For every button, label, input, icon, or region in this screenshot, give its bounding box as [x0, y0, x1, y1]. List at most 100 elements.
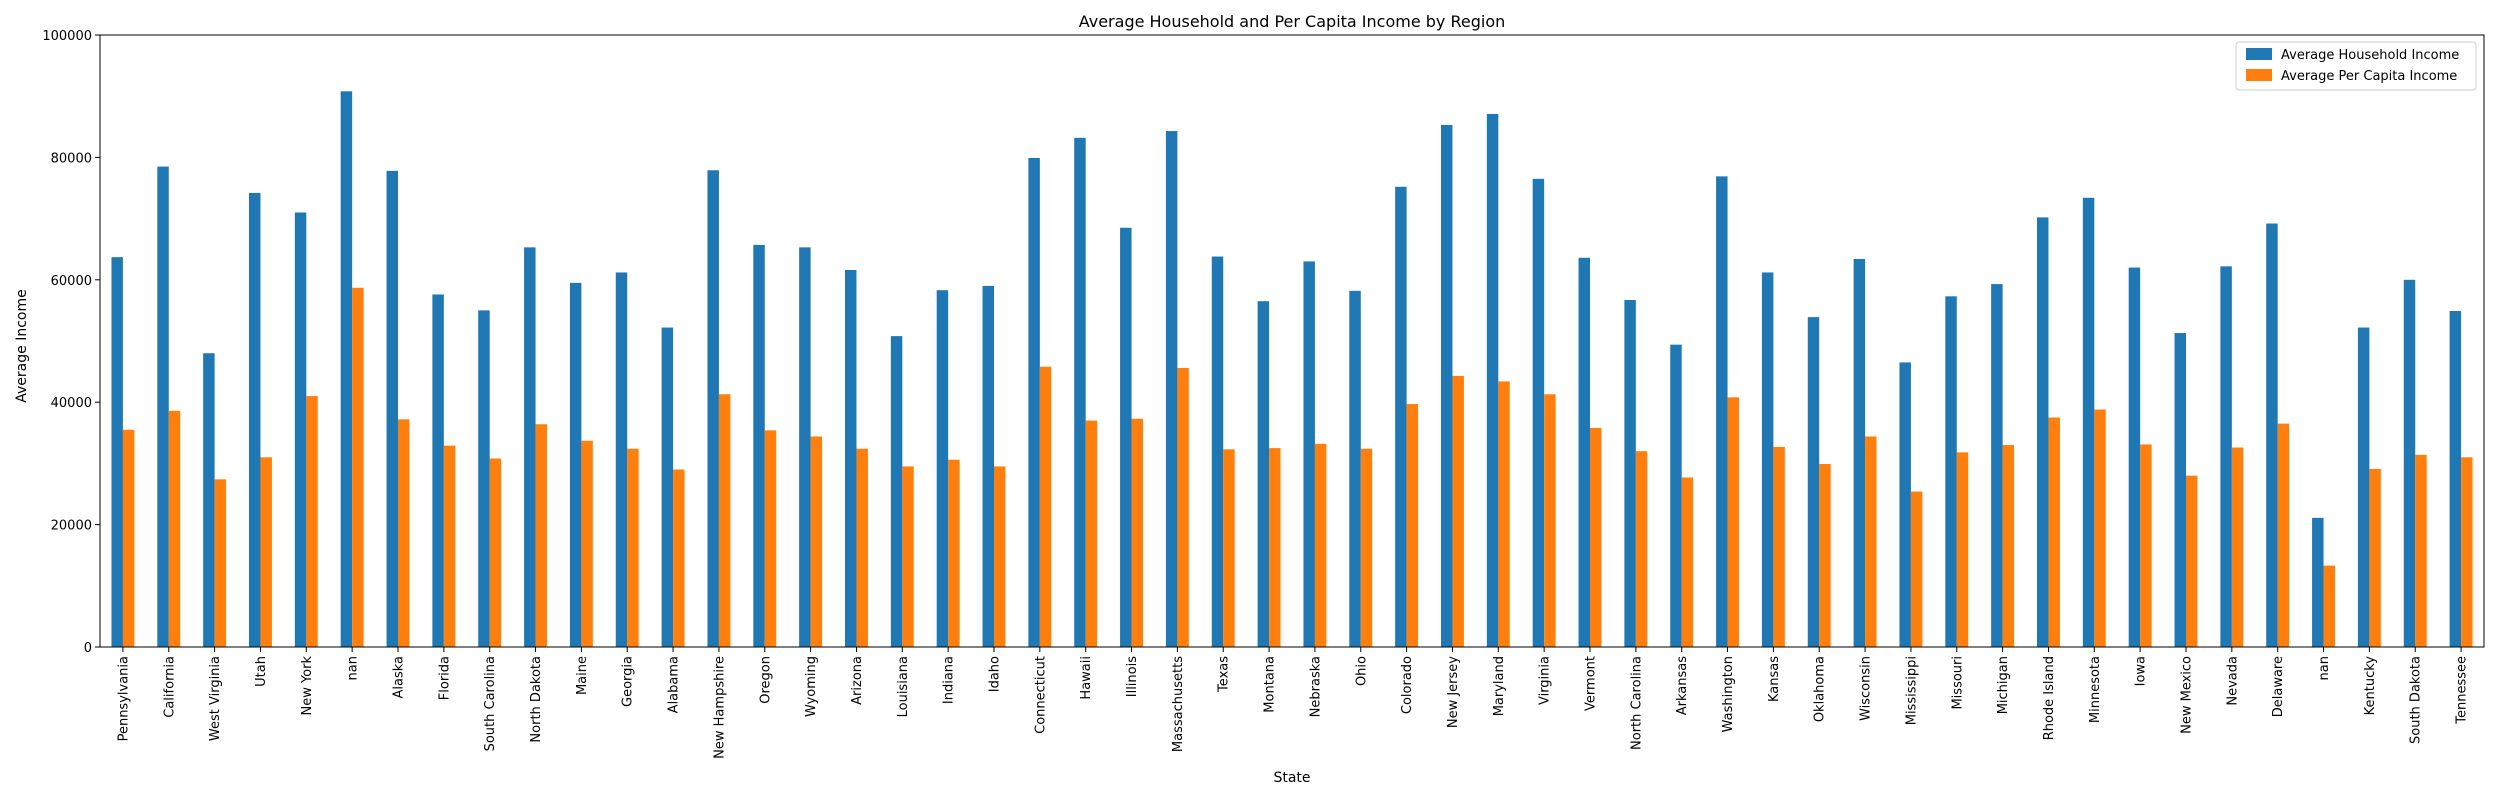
bar-per-capita-3 — [260, 457, 272, 647]
bar-per-capita-38 — [1865, 436, 1877, 647]
x-tick-label: Indiana — [942, 656, 957, 704]
x-tick-label: Pennsylvania — [116, 656, 131, 741]
bar-household-1 — [157, 166, 169, 647]
bar-household-20 — [1028, 158, 1040, 647]
bar-household-42 — [2037, 217, 2049, 647]
x-tick-label: California — [162, 656, 177, 718]
bar-per-capita-50 — [2415, 454, 2427, 647]
x-tick-label: nan — [2317, 656, 2332, 680]
bar-per-capita-25 — [1269, 448, 1281, 647]
bar-per-capita-5 — [352, 287, 364, 647]
legend-swatch-per-capita — [2246, 69, 2272, 81]
x-tick-label: Alabama — [667, 656, 682, 713]
x-tick-label: New Hampshire — [712, 656, 727, 759]
bar-per-capita-44 — [2140, 444, 2152, 647]
bar-household-51 — [2449, 311, 2462, 647]
x-tick-label: Maryland — [1492, 656, 1507, 716]
bar-household-16 — [845, 270, 857, 647]
legend-box — [2235, 41, 2477, 91]
bar-household-46 — [2220, 266, 2232, 647]
bar-per-capita-34 — [1681, 477, 1694, 647]
legend: Average Household Income Average Per Cap… — [2235, 41, 2477, 91]
x-tick-label: Vermont — [1584, 656, 1599, 711]
y-tick-label: 20000 — [51, 519, 92, 534]
bar-per-capita-12 — [673, 469, 685, 647]
bar-household-19 — [982, 285, 994, 647]
x-tick-label: Delaware — [2271, 656, 2286, 717]
bar-household-10 — [569, 282, 582, 647]
bar-household-8 — [478, 310, 490, 647]
bar-per-capita-36 — [1773, 446, 1785, 647]
x-tick-label: Missouri — [1950, 656, 1965, 710]
bar-household-2 — [203, 353, 215, 647]
bar-per-capita-15 — [810, 436, 823, 647]
y-tick-label: 60000 — [51, 274, 92, 289]
bars-layer — [111, 91, 2473, 648]
bar-household-39 — [1899, 362, 1911, 647]
bar-household-27 — [1349, 290, 1361, 647]
bar-per-capita-28 — [1406, 404, 1419, 647]
bar-per-capita-23 — [1177, 367, 1189, 647]
x-tick-label: Illinois — [1125, 656, 1140, 697]
bar-household-45 — [2174, 333, 2186, 647]
bar-per-capita-17 — [902, 466, 914, 647]
bar-household-30 — [1486, 113, 1499, 647]
x-axis-label: State — [1273, 770, 1310, 786]
bar-per-capita-18 — [948, 459, 960, 647]
bar-per-capita-47 — [2277, 423, 2290, 647]
bar-per-capita-45 — [2186, 475, 2198, 647]
x-tick-label: Arizona — [850, 656, 865, 705]
x-tick-label: Nebraska — [1308, 656, 1323, 717]
bar-per-capita-11 — [627, 448, 639, 647]
y-tick-label: 0 — [84, 641, 92, 656]
x-tick-label: New Jersey — [1446, 656, 1461, 728]
y-tick-label: 100000 — [42, 29, 92, 44]
bar-household-22 — [1120, 227, 1132, 647]
x-tick-label: nan — [346, 656, 361, 680]
bar-household-43 — [2082, 197, 2095, 648]
bar-household-48 — [2312, 517, 2324, 647]
bar-per-capita-0 — [122, 429, 135, 647]
bar-per-capita-31 — [1544, 394, 1556, 647]
x-tick-label: Oregon — [758, 656, 773, 704]
bar-household-17 — [890, 336, 903, 647]
bar-household-9 — [524, 247, 536, 648]
x-tick-label: Wyoming — [804, 656, 819, 717]
x-tick-label: Montana — [1263, 656, 1278, 713]
bar-per-capita-26 — [1314, 443, 1327, 647]
bar-household-14 — [753, 244, 765, 648]
bar-per-capita-30 — [1498, 381, 1510, 647]
y-axis-ticks: 0 20000 40000 60000 80000 100000 — [42, 29, 100, 656]
x-tick-label: Rhode Island — [2042, 656, 2057, 740]
x-tick-label: North Carolina — [1629, 656, 1644, 750]
x-tick-label: Louisiana — [896, 656, 911, 717]
x-tick-label: Mississippi — [1904, 656, 1919, 725]
bar-household-29 — [1441, 124, 1453, 647]
bar-household-35 — [1716, 176, 1728, 647]
x-tick-label: Kentucky — [2363, 656, 2378, 716]
bar-household-6 — [386, 170, 398, 648]
x-tick-label: North Dakota — [529, 656, 544, 743]
bar-household-23 — [1165, 131, 1178, 647]
x-tick-label: Florida — [437, 656, 452, 700]
x-tick-label: Hawaii — [1079, 656, 1094, 700]
bar-household-28 — [1395, 186, 1407, 647]
bar-per-capita-40 — [1956, 452, 1969, 647]
x-tick-label: New York — [300, 656, 315, 716]
legend-label-per-capita: Average Per Capita Income — [2281, 69, 2457, 84]
bar-household-7 — [432, 294, 444, 647]
bar-household-44 — [2128, 267, 2141, 647]
bar-household-5 — [340, 91, 353, 648]
bar-household-33 — [1624, 300, 1636, 647]
bar-per-capita-13 — [718, 394, 731, 647]
bar-per-capita-49 — [2369, 468, 2381, 647]
x-tick-label: Minnesota — [2088, 656, 2103, 723]
bar-household-18 — [936, 290, 949, 647]
bar-household-26 — [1303, 261, 1315, 647]
x-tick-label: Tennessee — [2455, 656, 2470, 725]
x-tick-label: Wisconsin — [1859, 656, 1874, 721]
x-tick-label: Connecticut — [1033, 656, 1048, 734]
bar-per-capita-8 — [489, 458, 502, 647]
